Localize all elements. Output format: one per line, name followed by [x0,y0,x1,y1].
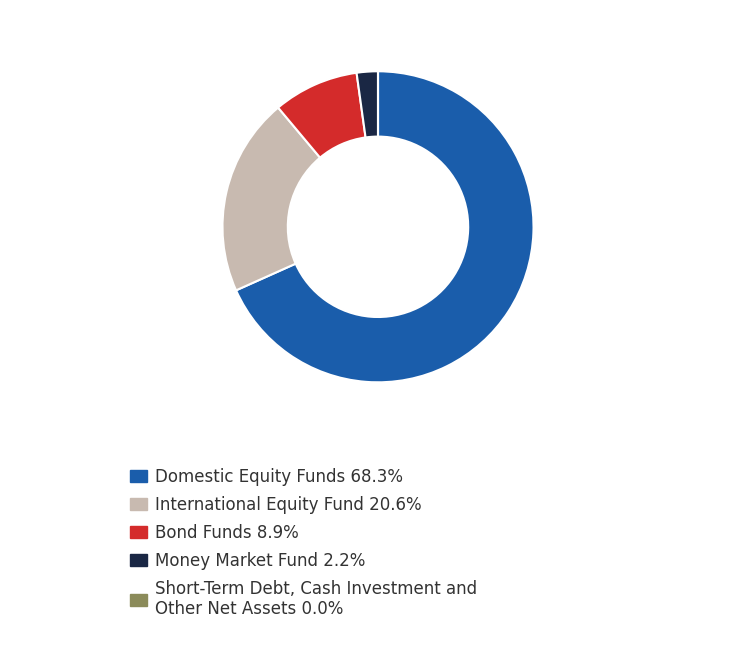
Wedge shape [222,108,320,290]
Wedge shape [278,73,366,157]
Wedge shape [236,71,534,382]
Wedge shape [357,71,378,137]
Legend: Domestic Equity Funds 68.3%, International Equity Fund 20.6%, Bond Funds 8.9%, M: Domestic Equity Funds 68.3%, Internation… [122,459,485,627]
